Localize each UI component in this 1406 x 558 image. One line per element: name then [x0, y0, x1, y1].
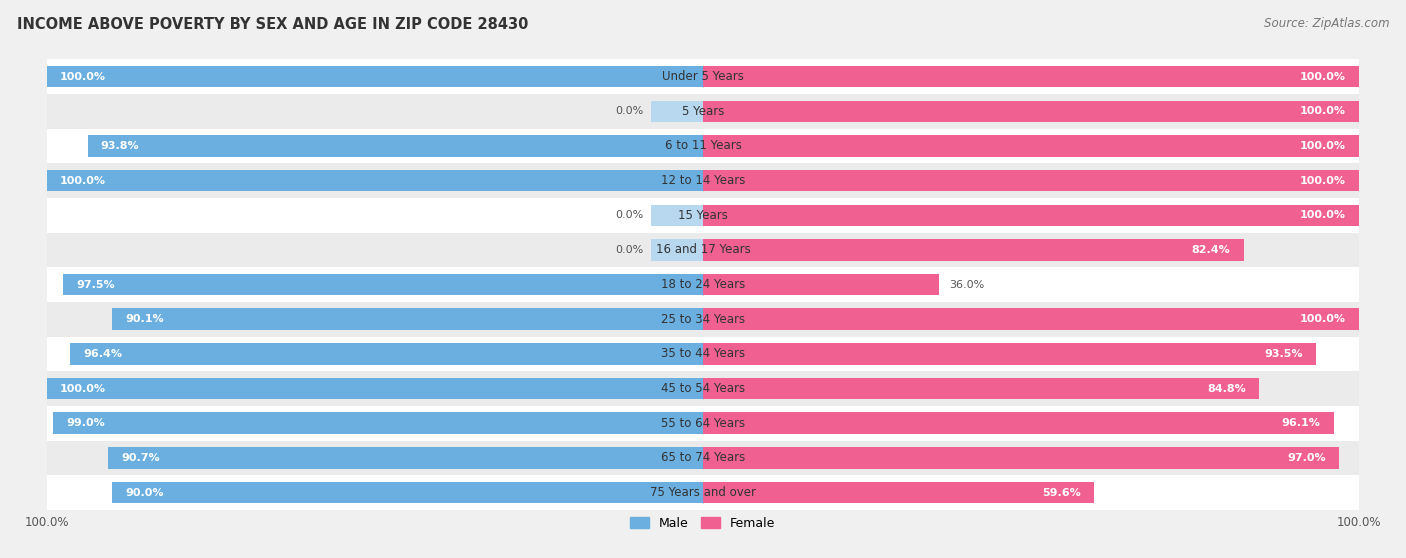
Text: 45 to 54 Years: 45 to 54 Years	[661, 382, 745, 395]
Text: 0.0%: 0.0%	[616, 245, 644, 255]
Bar	[46, 128, 1360, 163]
Bar	[703, 309, 1360, 330]
Text: 65 to 74 Years: 65 to 74 Years	[661, 451, 745, 464]
Bar	[63, 274, 703, 295]
Bar	[46, 371, 1360, 406]
Text: INCOME ABOVE POVERTY BY SEX AND AGE IN ZIP CODE 28430: INCOME ABOVE POVERTY BY SEX AND AGE IN Z…	[17, 17, 529, 32]
Bar	[703, 343, 1316, 365]
Bar	[46, 59, 1360, 94]
Bar	[651, 239, 703, 261]
Text: 6 to 11 Years: 6 to 11 Years	[665, 140, 741, 152]
Text: 100.0%: 100.0%	[60, 176, 105, 186]
Text: 100.0%: 100.0%	[1301, 210, 1346, 220]
Bar	[46, 336, 1360, 371]
Text: 100.0%: 100.0%	[1301, 176, 1346, 186]
Bar	[703, 412, 1333, 434]
Text: 100.0%: 100.0%	[60, 383, 105, 393]
Bar	[46, 170, 703, 191]
Bar	[703, 239, 1244, 261]
Text: 82.4%: 82.4%	[1192, 245, 1230, 255]
Bar	[703, 274, 939, 295]
Bar	[46, 378, 703, 400]
Text: 25 to 34 Years: 25 to 34 Years	[661, 312, 745, 326]
Bar	[703, 135, 1360, 157]
Bar	[53, 412, 703, 434]
Bar	[46, 302, 1360, 336]
Text: 97.5%: 97.5%	[76, 280, 115, 290]
Text: 12 to 14 Years: 12 to 14 Years	[661, 174, 745, 187]
Text: 100.0%: 100.0%	[60, 71, 105, 81]
Bar	[703, 205, 1360, 226]
Bar	[703, 482, 1094, 503]
Text: 99.0%: 99.0%	[66, 418, 105, 428]
Bar	[112, 482, 703, 503]
Bar	[46, 475, 1360, 510]
Bar	[703, 170, 1360, 191]
Text: 100.0%: 100.0%	[1301, 314, 1346, 324]
Text: 93.5%: 93.5%	[1265, 349, 1303, 359]
Text: Source: ZipAtlas.com: Source: ZipAtlas.com	[1264, 17, 1389, 30]
Text: 93.8%: 93.8%	[101, 141, 139, 151]
Bar	[46, 198, 1360, 233]
Text: 36.0%: 36.0%	[949, 280, 984, 290]
Text: 100.0%: 100.0%	[1301, 106, 1346, 116]
Bar	[703, 66, 1360, 88]
Text: 97.0%: 97.0%	[1288, 453, 1326, 463]
Text: 96.4%: 96.4%	[83, 349, 122, 359]
Text: 100.0%: 100.0%	[1301, 71, 1346, 81]
Text: 15 Years: 15 Years	[678, 209, 728, 222]
Bar	[70, 343, 703, 365]
Text: 90.0%: 90.0%	[125, 488, 165, 498]
Text: 90.7%: 90.7%	[121, 453, 160, 463]
Text: 16 and 17 Years: 16 and 17 Years	[655, 243, 751, 257]
Legend: Male, Female: Male, Female	[626, 512, 780, 535]
Bar	[46, 441, 1360, 475]
Bar	[651, 205, 703, 226]
Text: 18 to 24 Years: 18 to 24 Years	[661, 278, 745, 291]
Text: 96.1%: 96.1%	[1281, 418, 1320, 428]
Text: 75 Years and over: 75 Years and over	[650, 486, 756, 499]
Bar	[46, 406, 1360, 441]
Text: 59.6%: 59.6%	[1042, 488, 1081, 498]
Text: 0.0%: 0.0%	[616, 210, 644, 220]
Bar	[651, 100, 703, 122]
Bar	[46, 94, 1360, 128]
Bar	[46, 163, 1360, 198]
Text: 90.1%: 90.1%	[125, 314, 163, 324]
Text: 5 Years: 5 Years	[682, 105, 724, 118]
Bar	[46, 66, 703, 88]
Text: 0.0%: 0.0%	[616, 106, 644, 116]
Bar	[108, 447, 703, 469]
Bar	[87, 135, 703, 157]
Text: 84.8%: 84.8%	[1208, 383, 1246, 393]
Bar	[46, 267, 1360, 302]
Text: 55 to 64 Years: 55 to 64 Years	[661, 417, 745, 430]
Text: 100.0%: 100.0%	[1301, 141, 1346, 151]
Text: 35 to 44 Years: 35 to 44 Years	[661, 348, 745, 360]
Bar	[703, 378, 1260, 400]
Bar	[703, 100, 1360, 122]
Bar	[703, 447, 1340, 469]
Bar	[112, 309, 703, 330]
Bar	[46, 233, 1360, 267]
Text: Under 5 Years: Under 5 Years	[662, 70, 744, 83]
